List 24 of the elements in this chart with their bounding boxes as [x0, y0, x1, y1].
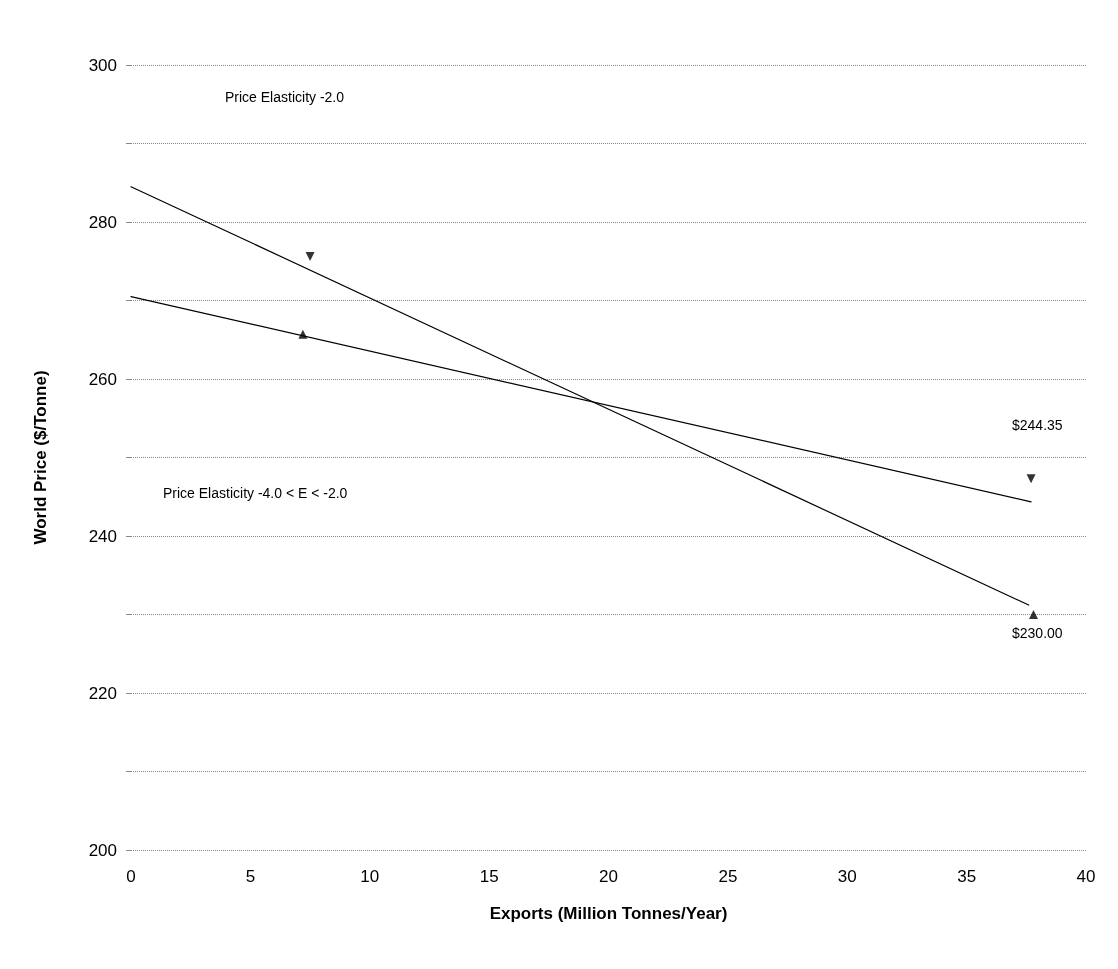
- x-tick-label: 15: [479, 867, 499, 886]
- x-tick-label: 40: [1076, 867, 1096, 886]
- x-tick-label: 0: [126, 867, 136, 886]
- annotation: $244.35: [1012, 417, 1063, 433]
- y-tick-label: 300: [88, 55, 117, 75]
- y-axis-title: World Price ($/Tonne): [31, 370, 50, 545]
- y-tick-label: 280: [88, 212, 117, 232]
- x-tick-label: 10: [360, 867, 380, 886]
- x-tick-label: 30: [837, 867, 857, 886]
- point: [305, 252, 315, 262]
- x-tick-label: 20: [599, 867, 618, 886]
- annotation: $230.00: [1012, 625, 1063, 641]
- x-tick-label: 5: [245, 867, 256, 886]
- annotation: Price Elasticity -4.0 < E < -2.0: [163, 485, 348, 501]
- y-tick-label: 260: [88, 369, 117, 389]
- y-tick-label: 200: [88, 840, 117, 860]
- y-tick-label: 220: [88, 683, 117, 703]
- point: [1026, 474, 1036, 484]
- x-axis-title: Exports (Million Tonnes/Year): [489, 904, 728, 923]
- y-tick-label: 240: [88, 526, 117, 546]
- point: [1028, 610, 1038, 619]
- x-tick-label: 35: [957, 867, 977, 886]
- x-tick-label: 25: [718, 867, 738, 886]
- annotation: Price Elasticity -2.0: [225, 89, 345, 105]
